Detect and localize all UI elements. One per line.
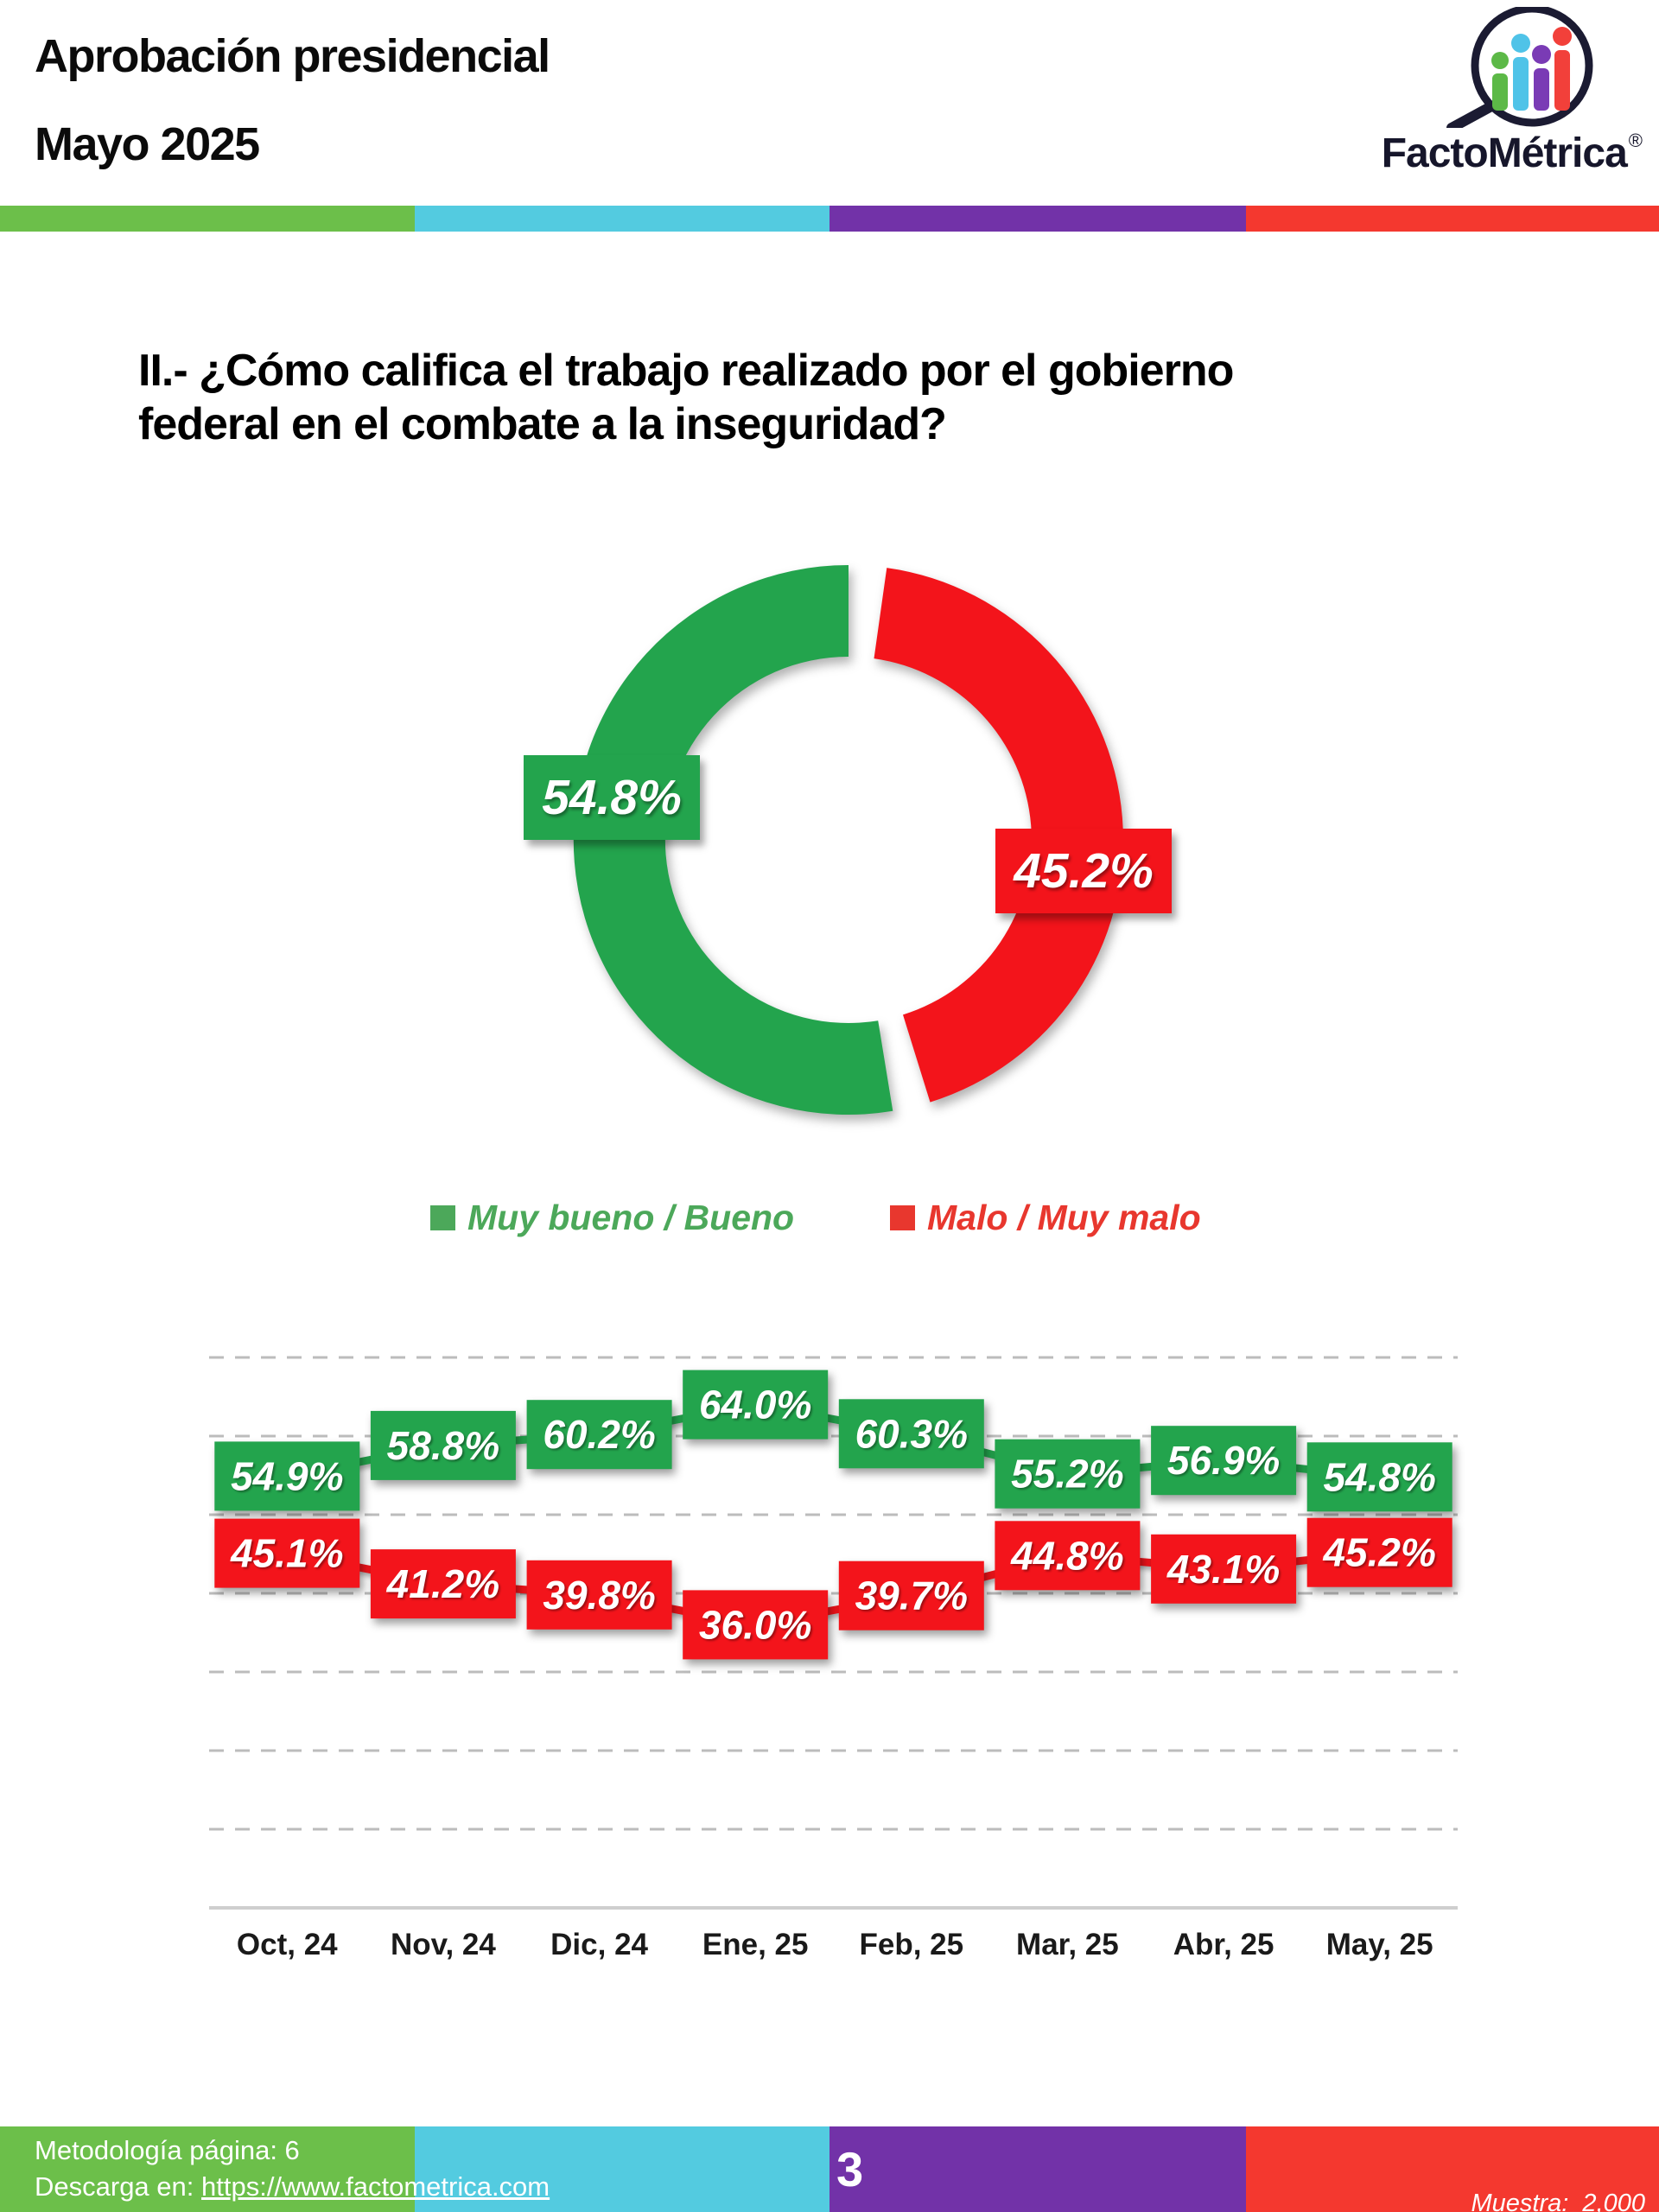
data-label-value: 58.8% <box>387 1423 499 1468</box>
data-label-box <box>1151 1426 1297 1496</box>
data-label-box <box>995 1439 1141 1509</box>
data-label-value: 55.2% <box>1011 1452 1123 1497</box>
download-note: Descarga en: https://www.factometrica.co… <box>35 2171 550 2202</box>
stripe-cyan-segment <box>415 206 830 232</box>
header-accent-stripe <box>0 206 1659 232</box>
x-axis-label: Mar, 25 <box>1016 1928 1119 1961</box>
footer-stats-block: Muestra: 2,000 Nivel de Confianza: 95% M… <box>1370 2128 1646 2212</box>
sample-size: Muestra: 2,000 <box>1471 2190 1646 2212</box>
x-axis-label: Dic, 24 <box>550 1928 648 1961</box>
footer-green-segment <box>0 2126 415 2212</box>
data-label-value: 39.7% <box>855 1573 968 1618</box>
data-label-value: 54.9% <box>231 1453 343 1498</box>
data-label-box <box>526 1560 672 1630</box>
data-label-value: 43.1% <box>1166 1547 1280 1592</box>
data-label-box <box>683 1370 829 1440</box>
data-label-box <box>995 1521 1141 1591</box>
footer-methodology-block: Metodología página: 6 Descarga en: https… <box>35 2133 550 2205</box>
stripe-red-segment <box>1246 206 1659 232</box>
download-link[interactable]: https://www.factometrica.com <box>201 2171 550 2202</box>
logo-people-bars-icon <box>1491 27 1572 111</box>
x-axis-label: Oct, 24 <box>237 1928 338 1961</box>
data-label-box <box>838 1560 984 1630</box>
data-label-box <box>1306 1517 1452 1587</box>
data-label-value: 45.1% <box>230 1531 343 1576</box>
legend-swatch-green-icon <box>430 1205 455 1230</box>
footer-red-segment <box>1246 2126 1659 2212</box>
page-subtitle: Mayo 2025 <box>35 118 260 170</box>
data-label-box <box>370 1410 516 1480</box>
methodology-note: Metodología página: 6 <box>35 2135 300 2165</box>
data-label-value: 64.0% <box>699 1382 811 1427</box>
donut-label-negative: 45.2% <box>995 829 1172 913</box>
brand-wordmark: FactoMétrica® <box>1381 130 1643 176</box>
donut-slice-negative <box>874 568 1123 1103</box>
footer-accent-bar <box>0 2126 1659 2212</box>
data-label-value: 45.2% <box>1322 1530 1435 1575</box>
magnifier-handle-icon <box>1446 101 1497 128</box>
data-label-value: 41.2% <box>386 1561 499 1606</box>
data-label-box <box>526 1400 672 1470</box>
legend-item-negative: Malo / Muy malo <box>890 1198 1201 1238</box>
x-axis-label: Nov, 24 <box>391 1928 496 1961</box>
data-label-box <box>214 1518 360 1588</box>
data-label-value: 60.2% <box>543 1412 655 1457</box>
data-label-value: 39.8% <box>543 1573 655 1618</box>
trend-line-chart: 54.9% 58.8% 60.2% 64.0% 60.3% 55.2% 56.9% 54.8%… <box>209 1356 1458 1961</box>
x-axis-label: Abr, 25 <box>1173 1928 1274 1961</box>
data-label-value: 36.0% <box>699 1602 811 1647</box>
data-label-box <box>1151 1534 1297 1604</box>
donut-slice-positive <box>573 564 893 1115</box>
legend-swatch-red-icon <box>890 1205 915 1230</box>
x-axis-label: Feb, 25 <box>859 1928 963 1961</box>
x-axis-label: May, 25 <box>1326 1928 1433 1961</box>
footer-purple-segment <box>830 2126 1246 2212</box>
registered-mark: ® <box>1628 130 1643 151</box>
x-axis-label: Ene, 25 <box>702 1928 809 1961</box>
data-label-box <box>1306 1442 1452 1512</box>
magnifier-lens-icon <box>1471 7 1593 127</box>
data-label-box <box>370 1549 516 1619</box>
legend-item-positive: Muy bueno / Bueno <box>430 1198 794 1238</box>
page-number: 3 <box>836 2142 864 2196</box>
page-title: Aprobación presidencial <box>35 30 550 82</box>
factometrica-logo-icon <box>1446 7 1593 128</box>
data-label-box <box>683 1590 829 1660</box>
data-label-box <box>838 1399 984 1469</box>
footer-cyan-segment <box>415 2126 830 2212</box>
data-label-value: 44.8% <box>1010 1533 1123 1578</box>
donut-label-positive: 54.8% <box>524 755 700 840</box>
data-label-box <box>214 1441 360 1511</box>
donut-chart <box>537 529 1160 1151</box>
data-label-value: 60.3% <box>855 1411 968 1456</box>
data-label-value: 56.9% <box>1167 1438 1280 1483</box>
stripe-purple-segment <box>830 206 1246 232</box>
stripe-green-segment <box>0 206 415 232</box>
data-label-value: 54.8% <box>1323 1454 1435 1499</box>
question-title: II.- ¿Cómo califica el trabajo realizado… <box>138 346 1234 449</box>
